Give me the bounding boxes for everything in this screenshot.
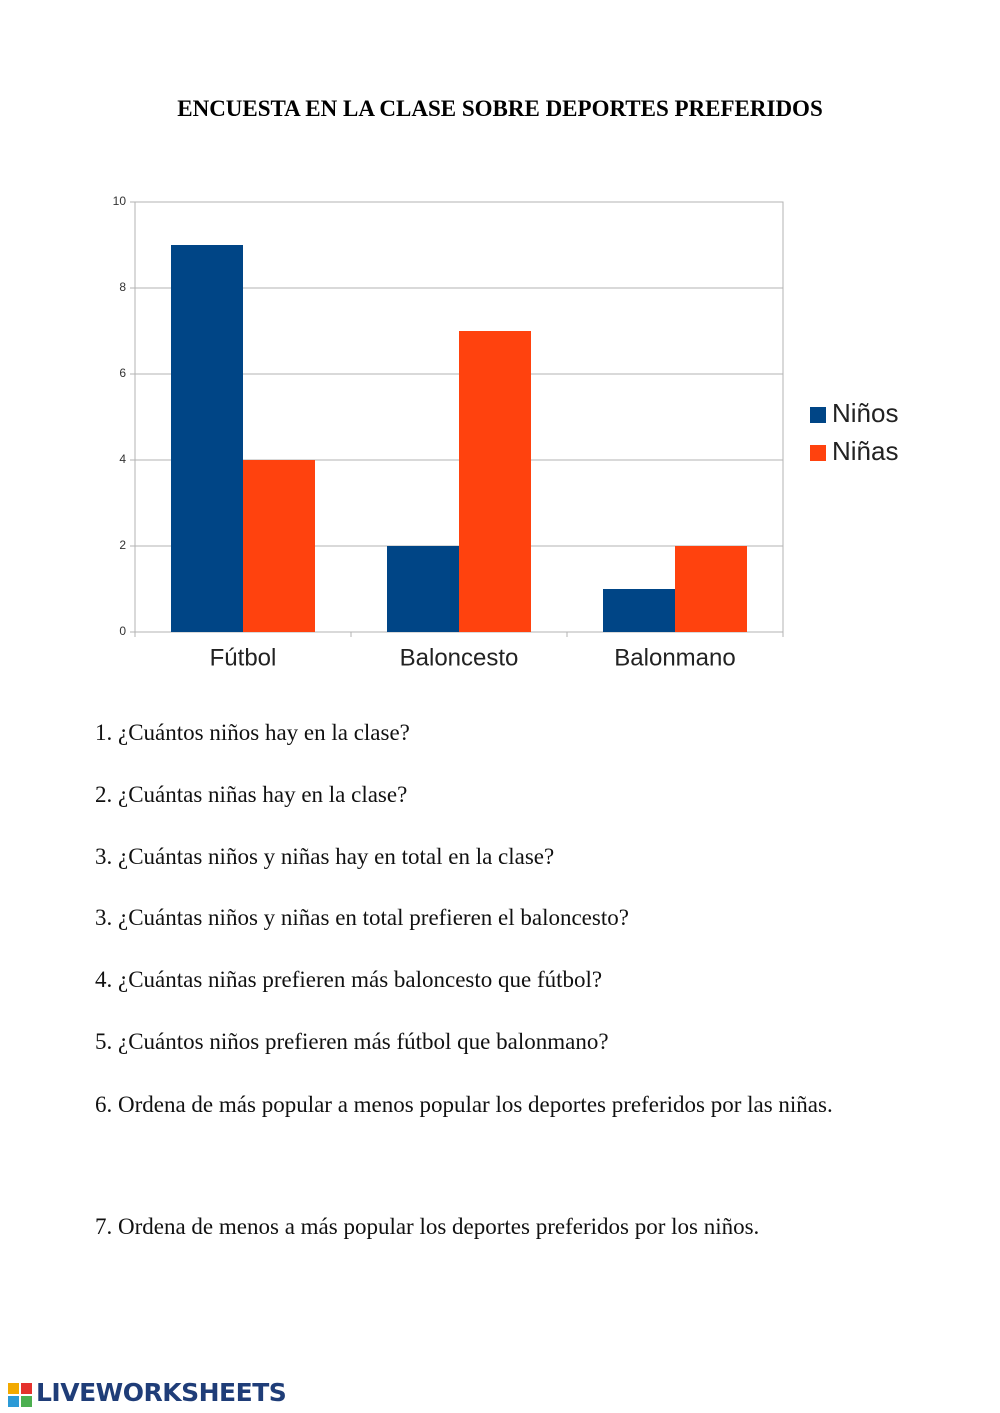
- legend-label: Niños: [832, 398, 898, 428]
- bar: [243, 460, 315, 632]
- x-tick-label: Baloncesto: [400, 644, 519, 671]
- bar: [603, 589, 675, 632]
- x-tick-label: Fútbol: [210, 644, 277, 671]
- y-tick-label: 2: [119, 538, 126, 552]
- bar: [387, 546, 459, 632]
- bar: [171, 245, 243, 632]
- y-tick-label: 6: [119, 366, 126, 380]
- legend-swatch: [810, 407, 826, 423]
- question: 3. ¿Cuántas niños y niñas hay en total e…: [95, 844, 555, 869]
- y-tick-label: 10: [113, 194, 127, 208]
- bar: [675, 546, 747, 632]
- chart: 0 2 4 6 8 10 Fútbol Baloncesto Balonmano Niños Niñ…: [113, 194, 899, 671]
- y-tick-label: 0: [119, 624, 126, 638]
- y-tick-label: 4: [119, 452, 126, 466]
- question: 1. ¿Cuántos niños hay en la clase?: [95, 720, 410, 745]
- question: 2. ¿Cuántas niñas hay en la clase?: [95, 782, 408, 807]
- legend-label: Niñas: [832, 436, 898, 466]
- x-tick-label: Balonmano: [614, 644, 735, 671]
- question: 3. ¿Cuántas niños y niñas en total prefi…: [95, 905, 629, 930]
- title: ENCUESTA EN LA CLASE SOBRE DEPORTES PREF…: [177, 96, 823, 121]
- legend-swatch: [810, 445, 826, 461]
- logo-icon: [8, 1383, 32, 1407]
- question: 4. ¿Cuántas niñas prefieren más balonces…: [95, 967, 603, 992]
- question: 7. Ordena de menos a más popular los dep…: [95, 1214, 760, 1239]
- question: 5. ¿Cuántos niños prefieren más fútbol q…: [95, 1029, 609, 1054]
- bar: [459, 331, 531, 632]
- footer-brand: LIVEWORKSHEETS: [36, 1378, 287, 1407]
- y-tick-label: 8: [119, 280, 126, 294]
- question: 6. Ordena de más popular a menos popular…: [95, 1092, 833, 1117]
